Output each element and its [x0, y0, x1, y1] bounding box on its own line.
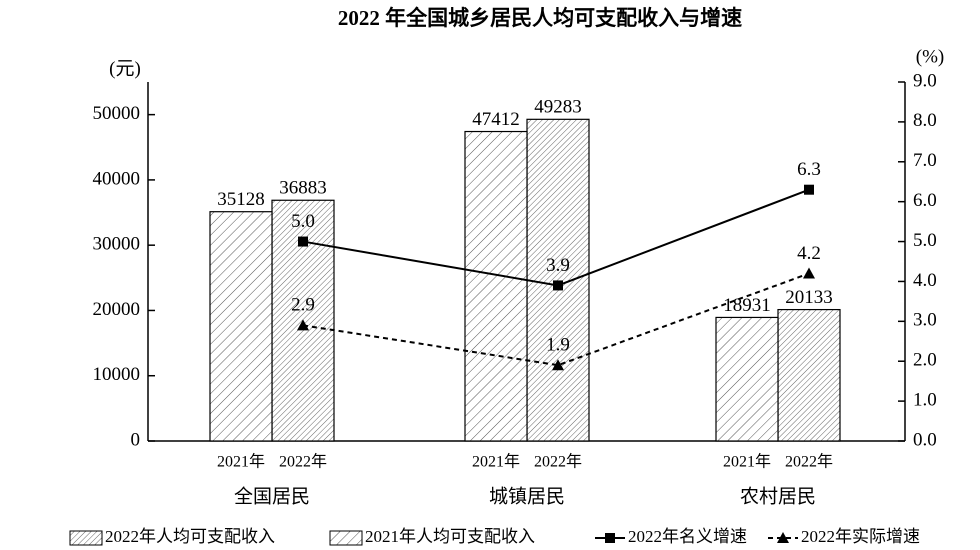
y2-tick-label: 4.0 [913, 270, 937, 291]
legend-swatch [69, 530, 103, 546]
y-tick-label: 10000 [93, 364, 141, 385]
bar-value-label: 35128 [217, 189, 265, 210]
y-tick-label: 0 [131, 429, 141, 450]
legend-marker [777, 532, 789, 543]
x-sublabel: 2021年 [723, 453, 771, 471]
line-value-label: 3.9 [546, 255, 570, 276]
chart-title: 2022 年全国城乡居民人均可支配收入与增速 [338, 6, 742, 30]
x-sublabel: 2022年 [534, 453, 582, 471]
y2-tick-label: 7.0 [913, 150, 937, 171]
legend-label: 2022年名义增速 [628, 527, 747, 546]
bar-value-label: 36883 [279, 178, 327, 199]
x-tick-label: 全国居民 [234, 485, 310, 507]
marker [552, 359, 564, 371]
y2-tick-label: 2.0 [913, 350, 937, 371]
x-sublabel: 2022年 [279, 453, 327, 471]
marker [297, 319, 309, 331]
marker [298, 236, 308, 247]
legend-label: 2022年人均可支配收入 [105, 527, 275, 546]
y-axis-label: (元) [109, 58, 141, 79]
x-tick-label: 城镇居民 [489, 485, 565, 507]
bar [209, 211, 273, 442]
bar-value-label: 49283 [534, 97, 582, 118]
bar-value-label: 20133 [785, 287, 833, 308]
line [302, 272, 810, 367]
y2-tick-label: 5.0 [913, 230, 937, 251]
legend-label: 2022年实际增速 [801, 527, 920, 546]
bar [715, 316, 779, 442]
x-tick-label: 农村居民 [740, 485, 816, 507]
line-value-label: 5.0 [291, 211, 315, 232]
y2-tick-label: 8.0 [913, 110, 937, 131]
x-sublabel: 2021年 [217, 453, 265, 471]
bar [777, 308, 841, 442]
line-value-label: 4.2 [797, 243, 821, 264]
legend-swatch [329, 530, 363, 546]
marker [804, 184, 814, 195]
line-value-label: 6.3 [797, 159, 821, 180]
bar-value-label: 47412 [472, 109, 520, 130]
marker [803, 267, 815, 279]
y2-tick-label: 9.0 [913, 70, 937, 91]
line-value-label: 1.9 [546, 335, 570, 356]
y-tick-label: 30000 [93, 234, 141, 255]
x-sublabel: 2022年 [785, 453, 833, 471]
y2-tick-label: 3.0 [913, 310, 937, 331]
bar [526, 118, 590, 442]
y2-tick-label: 6.0 [913, 190, 937, 211]
y2-tick-label: 1.0 [913, 389, 937, 410]
marker [553, 280, 563, 291]
line-value-label: 2.9 [291, 295, 315, 316]
x-sublabel: 2021年 [472, 453, 520, 471]
bar [464, 130, 528, 442]
y-tick-label: 50000 [93, 103, 141, 124]
y2-axis-label: (%) [916, 46, 944, 67]
legend-marker [605, 533, 615, 543]
y-tick-label: 40000 [93, 168, 141, 189]
y2-tick-label: 0.0 [913, 429, 937, 450]
bar-value-label: 18931 [723, 295, 771, 316]
legend-label: 2021年人均可支配收入 [365, 527, 535, 546]
y-tick-label: 20000 [93, 299, 141, 320]
